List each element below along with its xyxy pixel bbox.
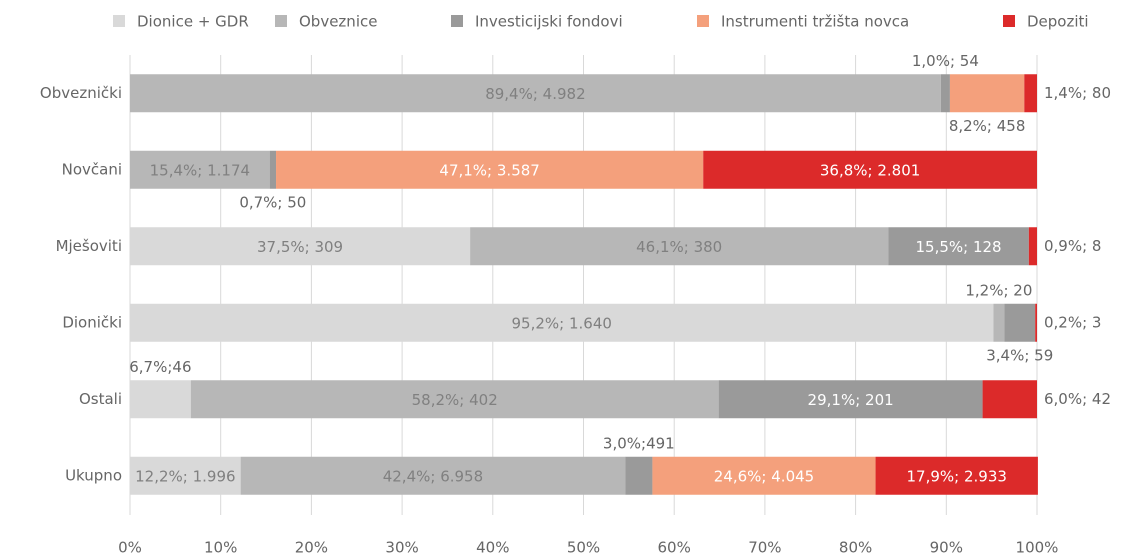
- bar-segment: [1024, 74, 1037, 113]
- data-label: 95,2%; 1.640: [512, 314, 612, 332]
- x-tick-label: 20%: [295, 539, 328, 557]
- data-label: 36,8%; 2.801: [820, 161, 920, 179]
- data-label: 42,4%; 6.958: [383, 467, 483, 485]
- bar-segment: [1035, 303, 1037, 342]
- x-tick-label: 90%: [930, 539, 963, 557]
- legend-label: Obveznice: [299, 13, 377, 31]
- bar-segment: [130, 74, 941, 113]
- data-label: 15,4%; 1.174: [150, 161, 250, 179]
- x-tick-label: 40%: [476, 539, 509, 557]
- data-label: 89,4%; 4.982: [485, 85, 585, 103]
- x-tick-label: 0%: [118, 539, 142, 557]
- data-label: 37,5%; 309: [257, 238, 343, 256]
- legend-label: Dionice + GDR: [137, 13, 249, 31]
- data-label: 3,4%; 59: [986, 346, 1053, 364]
- data-label: 15,5%; 128: [915, 238, 1001, 256]
- data-label: 6,7%;46: [129, 358, 191, 376]
- data-label: 8,2%; 458: [949, 117, 1026, 135]
- legend-swatch: [113, 15, 125, 27]
- y-tick-label: Ostali: [79, 390, 122, 408]
- data-label: 1,0%; 54: [912, 52, 979, 70]
- legend-swatch: [275, 15, 287, 27]
- bar-segment: [1028, 227, 1037, 266]
- legend-swatch: [697, 15, 709, 27]
- x-tick-label: 80%: [839, 539, 872, 557]
- bar-segment: [888, 227, 1029, 266]
- data-label: 46,1%; 380: [636, 238, 722, 256]
- data-label: 1,4%; 80: [1044, 84, 1111, 102]
- data-label: 12,2%; 1.996: [135, 467, 235, 485]
- y-tick-label: Mješoviti: [56, 237, 122, 255]
- x-tick-label: 100%: [1016, 539, 1059, 557]
- bar-segment: [875, 456, 1038, 495]
- data-label: 6,0%; 42: [1044, 390, 1111, 408]
- bar-segment: [993, 303, 1005, 342]
- bar-segment: [470, 227, 889, 266]
- bar-segment: [240, 456, 626, 495]
- data-label: 0,7%; 50: [239, 193, 306, 211]
- x-tick-label: 60%: [658, 539, 691, 557]
- bar-segment: [130, 456, 241, 495]
- x-tick-label: 30%: [385, 539, 418, 557]
- bar-segment: [949, 74, 1025, 113]
- bar-segment: [130, 303, 994, 342]
- bar-segment: [130, 227, 471, 266]
- legend-label: Instrumenti tržišta novca: [721, 13, 909, 31]
- bar-segment: [190, 380, 719, 419]
- legend-swatch: [1003, 15, 1015, 27]
- y-tick-label: Obveznički: [40, 84, 122, 102]
- bar-segment: [269, 150, 277, 189]
- legend-label: Depoziti: [1027, 13, 1089, 31]
- bar-segment: [718, 380, 983, 419]
- bar-segment: [276, 150, 704, 189]
- data-label: 1,2%; 20: [965, 281, 1032, 299]
- bar-segment: [625, 456, 653, 495]
- data-label: 47,1%; 3.587: [439, 161, 539, 179]
- x-tick-label: 70%: [748, 539, 781, 557]
- legend-label: Investicijski fondovi: [475, 13, 623, 31]
- bar-segment: [652, 456, 876, 495]
- data-label: 24,6%; 4.045: [714, 467, 814, 485]
- x-tick-label: 50%: [567, 539, 600, 557]
- y-tick-label: Ukupno: [65, 466, 122, 484]
- data-label: 0,2%; 3: [1044, 313, 1101, 331]
- data-label: 0,9%; 8: [1044, 237, 1101, 255]
- data-label: 29,1%; 201: [808, 391, 894, 409]
- bar-segment: [703, 150, 1037, 189]
- legend-swatch: [451, 15, 463, 27]
- y-tick-label: Dionički: [62, 313, 122, 331]
- bar-segment: [940, 74, 950, 113]
- y-tick-label: Novčani: [62, 160, 122, 178]
- bar-segment: [1004, 303, 1036, 342]
- bar-segment: [130, 150, 270, 189]
- x-tick-label: 10%: [204, 539, 237, 557]
- bar-segment: [130, 380, 191, 419]
- data-label: 17,9%; 2.933: [907, 467, 1007, 485]
- data-label: 3,0%;491: [603, 434, 675, 452]
- data-label: 58,2%; 402: [412, 391, 498, 409]
- bar-segment: [982, 380, 1037, 419]
